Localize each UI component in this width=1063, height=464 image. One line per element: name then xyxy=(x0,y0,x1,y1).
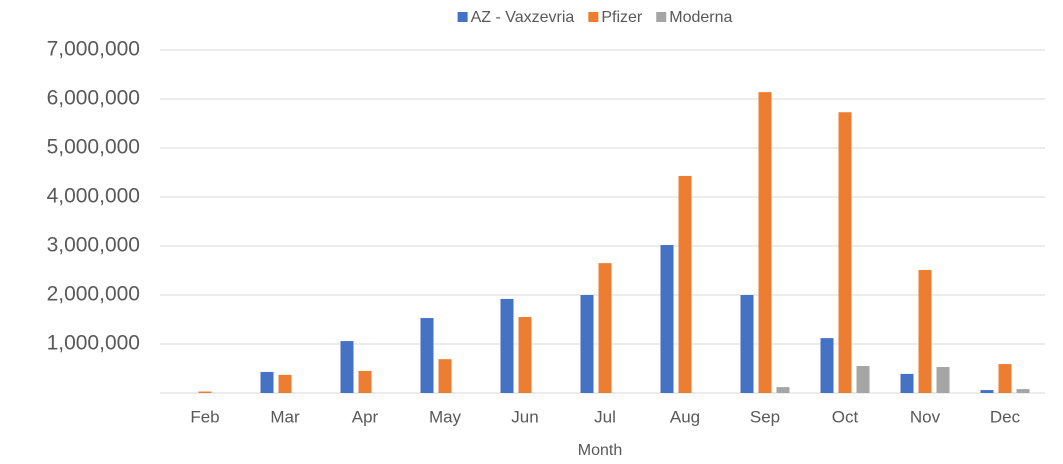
bar xyxy=(358,370,372,393)
y-tick-label: 6,000,000 xyxy=(47,87,140,110)
bar xyxy=(500,298,514,393)
x-tick-label: May xyxy=(429,407,462,426)
bar xyxy=(518,317,532,393)
bar xyxy=(856,366,870,393)
bar xyxy=(278,374,292,393)
x-tick-label: Nov xyxy=(910,407,941,426)
bar xyxy=(598,263,612,393)
x-tick-label: Sep xyxy=(750,407,780,426)
bar xyxy=(998,364,1012,393)
x-tick-label: Apr xyxy=(352,407,379,426)
bar xyxy=(580,295,594,393)
y-tick-label: 7,000,000 xyxy=(47,38,140,61)
x-tick-label: Jul xyxy=(594,407,616,426)
legend-swatch xyxy=(457,12,468,22)
bar xyxy=(678,175,692,393)
y-tick-label: 4,000,000 xyxy=(47,185,140,208)
bar xyxy=(758,92,772,393)
x-tick-label: Oct xyxy=(832,407,859,426)
legend-label: AZ - Vaxzevria xyxy=(471,9,575,26)
bar xyxy=(420,318,434,393)
bar xyxy=(660,245,674,393)
bar xyxy=(838,112,852,393)
x-tick-label: Dec xyxy=(990,407,1021,426)
y-tick-label: 1,000,000 xyxy=(47,332,140,355)
bar xyxy=(260,371,274,393)
x-tick-label: Mar xyxy=(270,407,300,426)
legend-swatch xyxy=(656,12,667,22)
bar xyxy=(936,367,950,393)
x-axis-title: Month xyxy=(578,442,622,459)
x-tick-label: Jun xyxy=(511,407,538,426)
legend-label: Moderna xyxy=(669,9,732,26)
bar xyxy=(198,391,212,393)
y-tick-label: 3,000,000 xyxy=(47,234,140,257)
bar xyxy=(340,341,354,393)
bar xyxy=(820,338,834,393)
bar xyxy=(776,387,790,393)
bar xyxy=(740,295,754,393)
x-tick-label: Aug xyxy=(670,407,700,426)
bar xyxy=(1016,389,1030,393)
y-tick-label: 5,000,000 xyxy=(47,136,140,159)
y-tick-label: 2,000,000 xyxy=(47,283,140,306)
bar xyxy=(980,390,994,393)
legend-label: Pfizer xyxy=(601,9,643,26)
bar xyxy=(918,270,932,393)
x-tick-label: Feb xyxy=(190,407,219,426)
legend-swatch xyxy=(588,12,599,22)
bar xyxy=(438,359,452,393)
bar xyxy=(900,373,914,393)
